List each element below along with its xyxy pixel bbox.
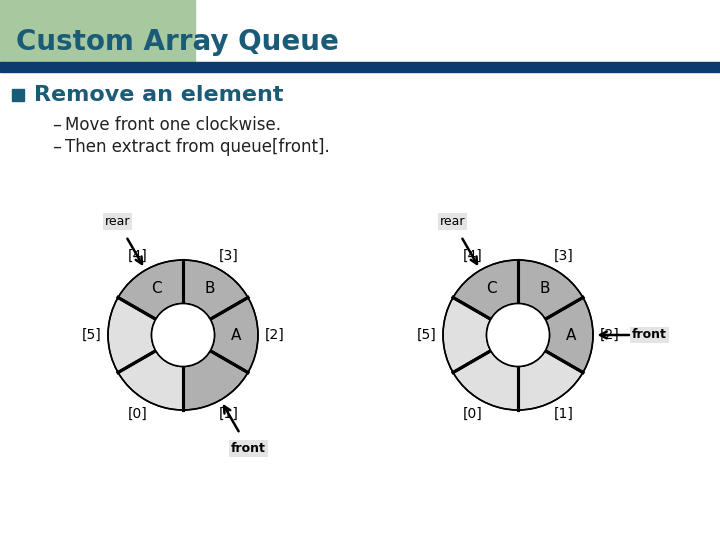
Circle shape <box>487 303 549 367</box>
Text: [2]: [2] <box>265 328 284 342</box>
Text: A: A <box>566 327 577 342</box>
Bar <box>0 0 195 62</box>
Text: [3]: [3] <box>219 249 238 263</box>
Text: B: B <box>539 281 550 296</box>
Text: C: C <box>486 281 497 296</box>
Text: [3]: [3] <box>554 249 574 263</box>
Text: A: A <box>231 327 241 342</box>
Wedge shape <box>518 260 583 319</box>
Wedge shape <box>118 260 183 319</box>
Text: Then extract from queue[front].: Then extract from queue[front]. <box>65 138 330 156</box>
Wedge shape <box>518 351 583 410</box>
Text: Remove an element: Remove an element <box>34 85 284 105</box>
Bar <box>0 62 720 72</box>
Text: B: B <box>204 281 215 296</box>
Text: [2]: [2] <box>600 328 619 342</box>
Text: Custom Array Queue: Custom Array Queue <box>16 28 339 56</box>
Wedge shape <box>183 260 248 319</box>
Wedge shape <box>453 260 518 319</box>
Text: rear: rear <box>104 215 130 228</box>
Wedge shape <box>118 351 183 410</box>
Text: C: C <box>151 281 162 296</box>
Text: [4]: [4] <box>127 249 147 263</box>
Text: Move front one clockwise.: Move front one clockwise. <box>65 116 281 134</box>
Wedge shape <box>545 298 593 373</box>
Text: [0]: [0] <box>462 407 482 421</box>
Wedge shape <box>453 351 518 410</box>
Wedge shape <box>108 298 156 373</box>
Text: –: – <box>52 138 61 156</box>
Text: [4]: [4] <box>462 249 482 263</box>
Text: front: front <box>632 328 667 341</box>
Text: –: – <box>52 116 61 134</box>
Wedge shape <box>443 298 491 373</box>
Wedge shape <box>183 351 248 410</box>
Text: [1]: [1] <box>554 407 574 421</box>
Text: [5]: [5] <box>81 328 102 342</box>
Text: rear: rear <box>440 215 465 228</box>
Wedge shape <box>210 298 258 373</box>
Text: front: front <box>231 442 266 455</box>
Text: [1]: [1] <box>219 407 239 421</box>
Text: [0]: [0] <box>127 407 147 421</box>
Circle shape <box>151 303 215 367</box>
Text: [5]: [5] <box>417 328 436 342</box>
